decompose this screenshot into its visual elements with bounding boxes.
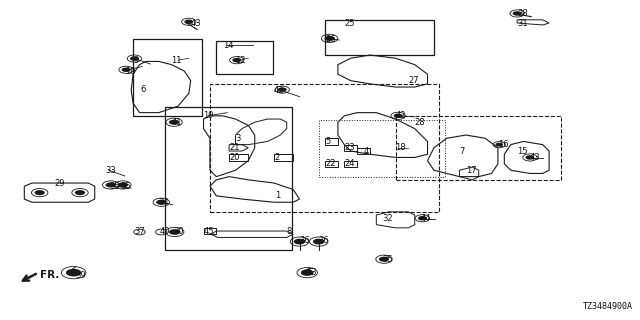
Text: 37: 37 <box>134 227 145 236</box>
Text: 43: 43 <box>191 19 202 28</box>
Bar <box>216 41 273 74</box>
Text: TZ3484900A: TZ3484900A <box>582 302 632 311</box>
Text: 5: 5 <box>325 137 330 146</box>
Text: 44: 44 <box>421 214 431 223</box>
Text: 10: 10 <box>125 67 136 76</box>
Text: 25: 25 <box>344 19 355 28</box>
Text: 12: 12 <box>236 56 246 65</box>
Circle shape <box>394 114 403 118</box>
Circle shape <box>66 269 81 276</box>
Circle shape <box>75 190 85 195</box>
Text: 8: 8 <box>287 227 292 236</box>
Circle shape <box>232 58 241 62</box>
Circle shape <box>122 68 131 72</box>
Text: 36: 36 <box>300 236 310 245</box>
Circle shape <box>418 216 427 220</box>
Text: 27: 27 <box>408 76 419 85</box>
Text: 20: 20 <box>229 153 239 162</box>
Text: 2: 2 <box>274 153 279 162</box>
Text: 16: 16 <box>498 140 509 149</box>
Circle shape <box>169 229 180 235</box>
Text: 42: 42 <box>396 111 406 120</box>
Text: 29: 29 <box>54 179 65 188</box>
Text: 35: 35 <box>383 255 394 264</box>
Text: 17: 17 <box>466 166 477 175</box>
Text: 15: 15 <box>517 147 527 156</box>
Text: 14: 14 <box>223 41 233 50</box>
Text: 36: 36 <box>319 236 330 245</box>
Circle shape <box>106 182 116 188</box>
Bar <box>165 107 292 250</box>
Text: 13: 13 <box>306 268 317 277</box>
Bar <box>319 120 445 177</box>
Circle shape <box>294 239 305 244</box>
Text: 6: 6 <box>141 85 146 94</box>
Circle shape <box>156 200 166 205</box>
Circle shape <box>184 20 193 24</box>
Text: 7: 7 <box>460 147 465 156</box>
Circle shape <box>324 36 335 41</box>
Text: 35: 35 <box>109 182 120 191</box>
Text: 23: 23 <box>344 143 355 152</box>
Bar <box>325 20 434 55</box>
Circle shape <box>118 182 128 188</box>
Text: FR.: FR. <box>40 269 59 280</box>
Circle shape <box>169 120 179 125</box>
Text: 30: 30 <box>173 227 184 236</box>
Circle shape <box>278 87 287 92</box>
Text: 35: 35 <box>120 182 131 191</box>
Text: 11: 11 <box>172 56 182 65</box>
Text: 39: 39 <box>76 271 86 280</box>
Text: 34: 34 <box>159 198 170 207</box>
Circle shape <box>35 190 45 195</box>
Text: 40: 40 <box>160 227 170 236</box>
Text: 18: 18 <box>396 143 406 152</box>
Text: 21: 21 <box>229 143 239 152</box>
Text: 9: 9 <box>133 56 138 65</box>
Text: 28: 28 <box>415 118 426 127</box>
Circle shape <box>525 155 534 160</box>
Circle shape <box>301 269 314 276</box>
Text: 31: 31 <box>517 19 528 28</box>
Bar <box>133 39 202 116</box>
Bar <box>396 116 561 180</box>
Text: 41: 41 <box>172 118 182 127</box>
Text: 24: 24 <box>344 159 355 168</box>
Text: 26: 26 <box>325 35 336 44</box>
Bar <box>210 84 439 212</box>
Circle shape <box>513 11 522 16</box>
Circle shape <box>495 143 503 147</box>
Text: 3: 3 <box>236 134 241 143</box>
Text: 4: 4 <box>364 147 369 156</box>
Text: 42: 42 <box>274 86 284 95</box>
Text: 33: 33 <box>106 166 116 175</box>
Text: 19: 19 <box>204 111 214 120</box>
Circle shape <box>313 239 324 244</box>
Text: 45: 45 <box>204 227 214 236</box>
Text: 1: 1 <box>275 191 280 200</box>
Text: 43: 43 <box>530 153 541 162</box>
Text: 38: 38 <box>517 9 528 18</box>
Circle shape <box>379 257 389 262</box>
Circle shape <box>130 56 139 61</box>
Text: 32: 32 <box>383 214 394 223</box>
Text: 22: 22 <box>325 159 335 168</box>
